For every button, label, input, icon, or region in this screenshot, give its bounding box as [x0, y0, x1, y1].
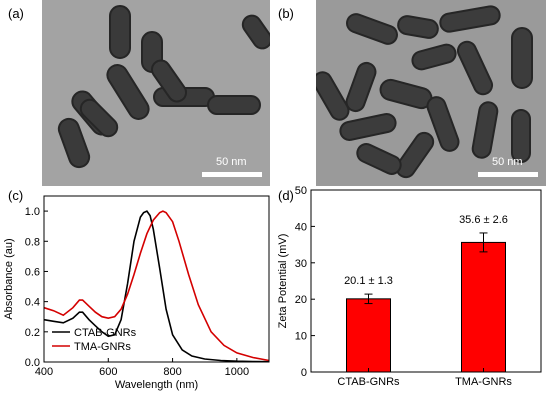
- bar-ctab-gnrs: [347, 299, 391, 372]
- bar-tma-gnrs: [462, 242, 506, 372]
- y-tick-label-0: 0.0: [25, 357, 40, 369]
- y-tick-label-1: 0.2: [25, 327, 40, 339]
- y-tick-label-40: 40: [295, 221, 307, 233]
- absorbance-chart: 400 600 800 1000 0.00.20.40.60.81.0 Wavelen…: [0, 186, 275, 406]
- zeta-ylabel: Zeta Potential (mV): [277, 234, 289, 329]
- y-tick-label-50: 50: [295, 186, 307, 197]
- scale-label-a: 50 nm: [216, 156, 247, 168]
- category-label-ctab-gnrs: CTAB-GNRs: [337, 376, 400, 388]
- x-tick-label-1000: 1000: [225, 366, 249, 378]
- y-tick-label-0: 0: [301, 367, 307, 379]
- absorbance-ylabel: Absorbance (au): [3, 238, 15, 319]
- panel-label-a: (a): [8, 6, 24, 21]
- y-tick-label-30: 30: [295, 258, 307, 270]
- category-label-tma-gnrs: TMA-GNRs: [455, 376, 512, 388]
- tem-image-b: 50 nm: [316, 0, 546, 186]
- y-tick-label-2: 0.4: [25, 297, 40, 309]
- series-line-ctab-gnrs: [44, 211, 269, 362]
- legend-label-ctab: CTAB-GNRs: [74, 327, 137, 339]
- zeta-potential-chart: 20.1 ± 1.3 35.6 ± 2.6 0 10 20 30 40 50 CTAB-GN…: [275, 186, 550, 406]
- legend-label-tma: TMA-GNRs: [74, 341, 131, 353]
- data-label-ctab-gnrs: 20.1 ± 1.3: [344, 275, 393, 287]
- scale-label-b: 50 nm: [492, 156, 523, 168]
- data-label-tma-gnrs: 35.6 ± 2.6: [459, 214, 508, 226]
- panel-label-b: (b): [278, 6, 294, 21]
- x-tick-label-800: 800: [163, 366, 181, 378]
- y-tick-label-3: 0.6: [25, 266, 40, 278]
- scale-bar-a: [202, 172, 262, 177]
- y-tick-label-10: 10: [295, 331, 307, 343]
- scale-bar-b: [478, 172, 538, 177]
- tem-image-a: 50 nm: [42, 0, 270, 186]
- x-tick-label-600: 600: [99, 366, 117, 378]
- y-tick-label-4: 0.8: [25, 236, 40, 248]
- y-tick-label-5: 1.0: [25, 206, 40, 218]
- absorbance-legend: CTAB-GNRs TMA-GNRs: [52, 327, 137, 353]
- absorbance-xlabel: Wavelength (nm): [115, 379, 198, 391]
- y-tick-label-20: 20: [295, 294, 307, 306]
